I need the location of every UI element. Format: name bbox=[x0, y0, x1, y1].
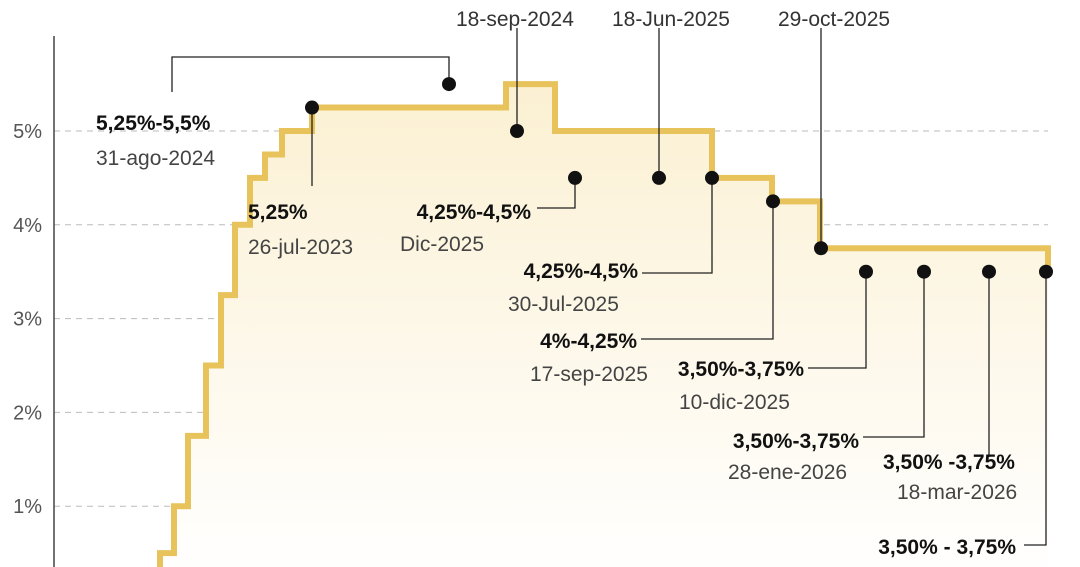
annotation-rate: 5,25%-5,5% bbox=[96, 112, 211, 135]
annotation-marker bbox=[442, 77, 456, 92]
annotation-markers bbox=[305, 77, 1053, 279]
annotation-rate: 4,25%-4,5% bbox=[524, 260, 639, 283]
annotation-rate: 4%-4,25% bbox=[540, 330, 637, 353]
rate-area-fill bbox=[140, 84, 1048, 567]
annotation-date: 30-Jul-2025 bbox=[508, 293, 619, 316]
annotation-marker bbox=[859, 264, 873, 279]
annotation-marker bbox=[766, 194, 780, 209]
annotation-labels: 5,25% 26-jul-2023 5,25%-5,5% 31-ago-2024 18-… bbox=[96, 8, 1017, 559]
y-tick-label: 1% bbox=[13, 496, 42, 518]
annotation-date: 18-Jun-2025 bbox=[612, 8, 730, 31]
annotation-date: 31-ago-2024 bbox=[96, 147, 215, 170]
annotation-date: 28-ene-2026 bbox=[728, 461, 847, 484]
annotation-date: 10-dic-2025 bbox=[679, 391, 790, 414]
annotation-date: Dic-2025 bbox=[400, 233, 484, 256]
annotation-rate: 5,25% bbox=[248, 201, 308, 224]
annotation-leader bbox=[642, 177, 713, 274]
annotation-date: 17-sep-2025 bbox=[530, 363, 648, 386]
annotation-marker bbox=[1039, 264, 1053, 279]
annotation-marker bbox=[510, 124, 524, 138]
annotation-leader bbox=[1024, 271, 1047, 546]
annotation-rate: 3,50%-3,75% bbox=[678, 358, 804, 381]
annotation-leader bbox=[863, 271, 925, 438]
rate-step-line bbox=[137, 81, 1051, 567]
annotation-date: 26-jul-2023 bbox=[248, 236, 353, 259]
annotation-leaders bbox=[171, 28, 1047, 546]
annotation-marker bbox=[305, 100, 319, 115]
annotation-marker bbox=[568, 170, 582, 185]
annotation-date: 18-mar-2026 bbox=[897, 481, 1017, 504]
y-tick-label: 5% bbox=[13, 121, 42, 143]
y-tick-label: 4% bbox=[13, 215, 42, 237]
annotation-leader bbox=[641, 201, 774, 340]
annotation-leader bbox=[171, 56, 450, 92]
annotation-marker bbox=[917, 264, 931, 279]
y-axis-ticks: 1% 2% 3% 4% 5% bbox=[13, 121, 42, 518]
y-tick-label: 3% bbox=[13, 309, 42, 331]
annotation-rate: 3,50% -3,75% bbox=[883, 451, 1015, 474]
annotation-leader bbox=[537, 177, 576, 209]
annotation-marker bbox=[705, 170, 719, 185]
annotation-marker bbox=[982, 264, 996, 279]
annotation-date: 29-oct-2025 bbox=[778, 8, 890, 31]
annotation-marker bbox=[652, 170, 666, 185]
annotation-rate: 3,50% - 3,75% bbox=[878, 536, 1016, 559]
annotation-rate: 4,25%-4,5% bbox=[417, 201, 532, 224]
annotation-leader bbox=[808, 271, 867, 369]
y-tick-label: 2% bbox=[13, 402, 42, 424]
annotation-marker bbox=[814, 241, 828, 256]
annotation-date: 18-sep-2024 bbox=[456, 8, 574, 31]
annotation-rate: 3,50%-3,75% bbox=[733, 430, 859, 453]
